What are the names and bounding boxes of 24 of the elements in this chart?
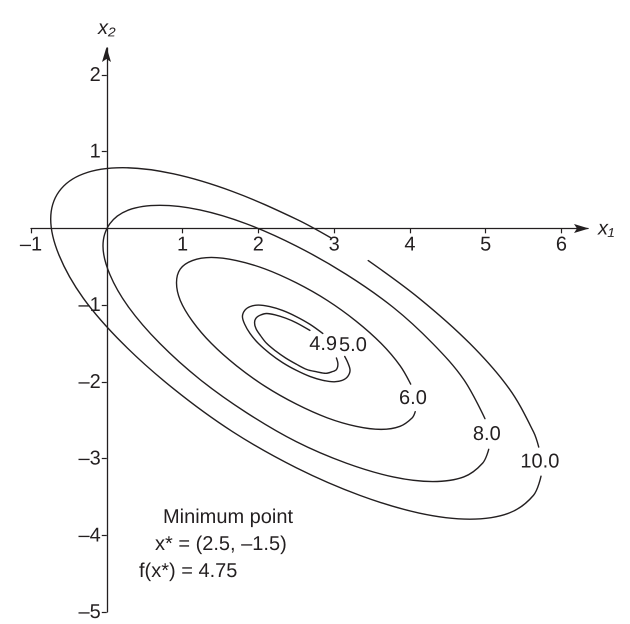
x-tick-label: –1	[20, 233, 42, 256]
y-tick-label: –4	[78, 524, 101, 546]
y-tick-label: –5	[78, 601, 101, 623]
x-axis-title: x₁	[597, 217, 614, 240]
x-tick-label: 1	[177, 233, 188, 256]
series-label: 4.9	[309, 333, 338, 356]
x-tick-label: 3	[328, 233, 340, 256]
y-tick-label: 1	[90, 140, 101, 163]
series-label: 10.0	[520, 450, 560, 473]
y-tick-label: 2	[90, 64, 101, 86]
series-label: 6.0	[399, 386, 427, 409]
x-tick-label: 4	[404, 233, 416, 256]
series-label: 8.0	[472, 422, 501, 445]
series-label: 5.0	[339, 334, 367, 356]
x-tick-label: 2	[252, 233, 264, 256]
annotation: f(x*) = 4.75	[139, 560, 238, 582]
line-series	[254, 312, 339, 374]
x-tick-label: 5	[480, 233, 492, 256]
annotation: Minimum point	[163, 506, 294, 528]
x-tick-label: 6	[556, 233, 568, 256]
y-axis-title: x₂	[96, 17, 116, 39]
annotation: x* = (2.5, –1.5)	[155, 533, 287, 555]
y-tick-label: –3	[78, 448, 101, 470]
y-tick-label: –2	[78, 370, 101, 393]
